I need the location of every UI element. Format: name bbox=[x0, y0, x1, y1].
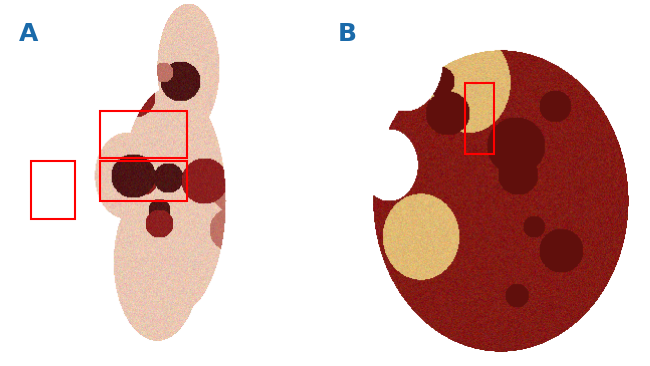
Text: B: B bbox=[338, 22, 357, 46]
Bar bbox=[31, 161, 75, 219]
Bar bbox=[100, 111, 187, 158]
Bar bbox=[465, 83, 494, 154]
Text: A: A bbox=[19, 22, 38, 46]
Bar bbox=[100, 161, 187, 201]
